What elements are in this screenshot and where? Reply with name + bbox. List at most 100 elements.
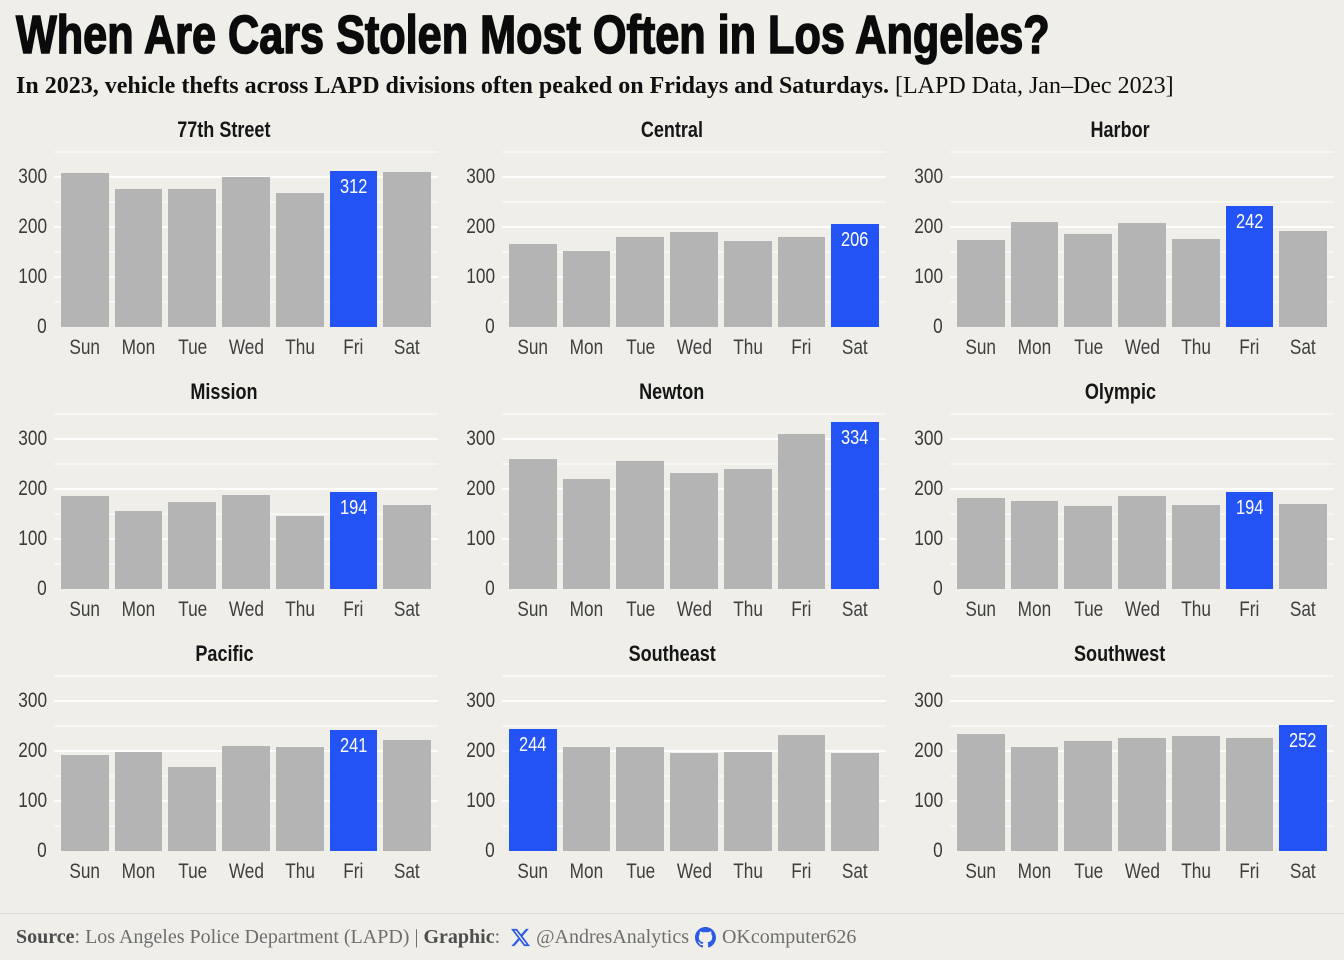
- bar-slot-thu: Thu: [723, 152, 772, 359]
- y-axis-tick-label: 300: [914, 164, 943, 188]
- bar-thu: [723, 752, 772, 851]
- bar-slot-fri: Fri: [777, 676, 826, 883]
- y-axis-tick-label: 200: [914, 476, 943, 500]
- bar-sat: [383, 739, 432, 851]
- y-axis-tick-label: 300: [18, 688, 47, 712]
- x-axis-day-label: Sun: [965, 335, 997, 359]
- bar-wed: [670, 231, 718, 327]
- bar-slot-fri: 194 Fri: [1225, 414, 1274, 621]
- y-axis: 0 100 200 300: [0, 676, 54, 861]
- bar-slot-fri: 242 Fri: [1225, 152, 1274, 359]
- bar-slot-tue: Tue: [168, 676, 217, 883]
- panel-mission: Mission 0 100 200 300 Sun Mon Tue Wed Thu 194 Fri…: [0, 377, 448, 639]
- y-axis-tick-label: 0: [485, 838, 495, 862]
- bar-sun: [61, 755, 109, 851]
- y-axis-tick-label: 0: [485, 314, 495, 338]
- y-axis-tick-label: 100: [914, 788, 943, 812]
- bar-thu: [275, 516, 324, 589]
- bar-tue: [1064, 234, 1113, 327]
- x-axis-day-label: Sun: [517, 597, 549, 621]
- x-axis-day-label: Sat: [1290, 335, 1317, 359]
- y-axis-tick-label: 0: [933, 314, 943, 338]
- plot: Sun Mon Tue Wed Thu 312 Fri Sat: [54, 150, 438, 359]
- y-axis: 0 100 200 300: [0, 414, 54, 599]
- y-axis-tick-label: 0: [933, 576, 943, 600]
- page-subtitle: In 2023, vehicle thefts across LAPD divi…: [16, 73, 1344, 101]
- x-axis-day-label: Sun: [69, 597, 101, 621]
- bar-tue: [616, 460, 665, 589]
- x-axis-day-label: Fri: [791, 335, 812, 359]
- x-axis-day-label: Tue: [625, 859, 655, 883]
- bar-slot-fri: 241 Fri: [329, 676, 378, 883]
- bar-slot-wed: Wed: [1118, 152, 1166, 359]
- bar-sun: [957, 734, 1005, 851]
- y-axis: 0 100 200 300: [448, 152, 502, 337]
- bar-slot-thu: Thu: [723, 676, 772, 883]
- bar-group: Sun Mon Tue Wed Thu 194 Fri Sat: [54, 414, 438, 621]
- bar-group: Sun Mon Tue Wed Thu 194 Fri Sat: [950, 414, 1334, 621]
- bar-mon: [114, 510, 163, 589]
- bar-slot-sat: 334 Sat: [831, 414, 880, 621]
- highlighted-bar-fri: 242: [1225, 205, 1274, 327]
- gridline: [950, 699, 1334, 702]
- bar-slot-fri: 194 Fri: [329, 414, 378, 621]
- gridline: [950, 724, 1334, 727]
- plot: Sun Mon Tue Wed Thu 194 Fri Sat: [950, 412, 1334, 621]
- x-axis-day-label: Mon: [121, 859, 156, 883]
- bar-slot-tue: Tue: [1064, 152, 1113, 359]
- x-axis-day-label: Wed: [1124, 335, 1160, 359]
- gridline: [950, 200, 1334, 203]
- x-axis-day-label: Tue: [177, 335, 207, 359]
- bar-value-label: 334: [841, 426, 869, 449]
- gridline: [54, 724, 438, 727]
- x-axis-day-label: Mon: [121, 597, 156, 621]
- panel-title: Harbor: [1090, 116, 1150, 142]
- bar-tue: [1064, 505, 1113, 589]
- y-axis-tick-label: 200: [18, 738, 47, 762]
- plot: 244 Sun Mon Tue Wed Thu Fri Sat: [502, 674, 886, 883]
- y-axis-tick-label: 100: [914, 264, 943, 288]
- y-axis: 0 100 200 300: [448, 676, 502, 861]
- gridline: [950, 487, 1334, 490]
- bar-fri: [777, 236, 826, 327]
- x-axis-day-label: Tue: [177, 859, 207, 883]
- bar-mon: [114, 189, 163, 327]
- bar-value-label: 312: [339, 175, 368, 198]
- x-axis-day-label: Wed: [676, 859, 712, 883]
- bar-sun: [957, 497, 1005, 589]
- bar-mon: [562, 746, 611, 851]
- y-axis-tick-label: 200: [18, 214, 47, 238]
- x-axis-day-label: Thu: [1180, 335, 1211, 359]
- plot: Sun Mon Tue Wed Thu Fri 334 Sat: [502, 412, 886, 621]
- panel-southeast: Southeast 0 100 200 300 244 Sun Mon Tue Wed Thu F…: [448, 639, 896, 901]
- bar-sun: [61, 173, 109, 327]
- bar-value-label: 242: [1235, 210, 1264, 233]
- y-axis-tick-label: 100: [466, 788, 495, 812]
- plot: Sun Mon Tue Wed Thu Fri 206 Sat: [502, 150, 886, 359]
- y-axis-tick-label: 100: [18, 526, 47, 550]
- bar-wed: [222, 746, 270, 851]
- bar-tue: [1064, 740, 1113, 851]
- x-axis-day-label: Tue: [177, 597, 207, 621]
- bar-group: Sun Mon Tue Wed Thu Fri 252 Sat: [950, 676, 1334, 883]
- gridline: [502, 749, 886, 752]
- x-axis-day-label: Mon: [569, 859, 604, 883]
- bar-group: Sun Mon Tue Wed Thu 242 Fri Sat: [950, 152, 1334, 359]
- bar-slot-mon: Mon: [114, 676, 163, 883]
- bar-group: Sun Mon Tue Wed Thu 312 Fri Sat: [54, 152, 438, 359]
- bar-fri: [777, 434, 826, 589]
- bar-slot-mon: Mon: [1010, 676, 1059, 883]
- gridline: [950, 462, 1334, 465]
- y-axis-tick-label: 200: [466, 738, 495, 762]
- bar-slot-fri: Fri: [777, 152, 826, 359]
- x-axis-day-label: Sun: [69, 859, 101, 883]
- bar-slot-sat: 252 Sat: [1279, 676, 1328, 883]
- bar-slot-fri: Fri: [777, 414, 826, 621]
- y-axis-tick-label: 300: [466, 426, 495, 450]
- bar-value-label: 252: [1289, 729, 1317, 752]
- x-axis-day-label: Mon: [569, 597, 604, 621]
- gridline: [502, 674, 886, 677]
- y-axis: 0 100 200 300: [896, 152, 950, 337]
- x-axis-day-label: Fri: [791, 597, 812, 621]
- bar-thu: [1171, 504, 1220, 589]
